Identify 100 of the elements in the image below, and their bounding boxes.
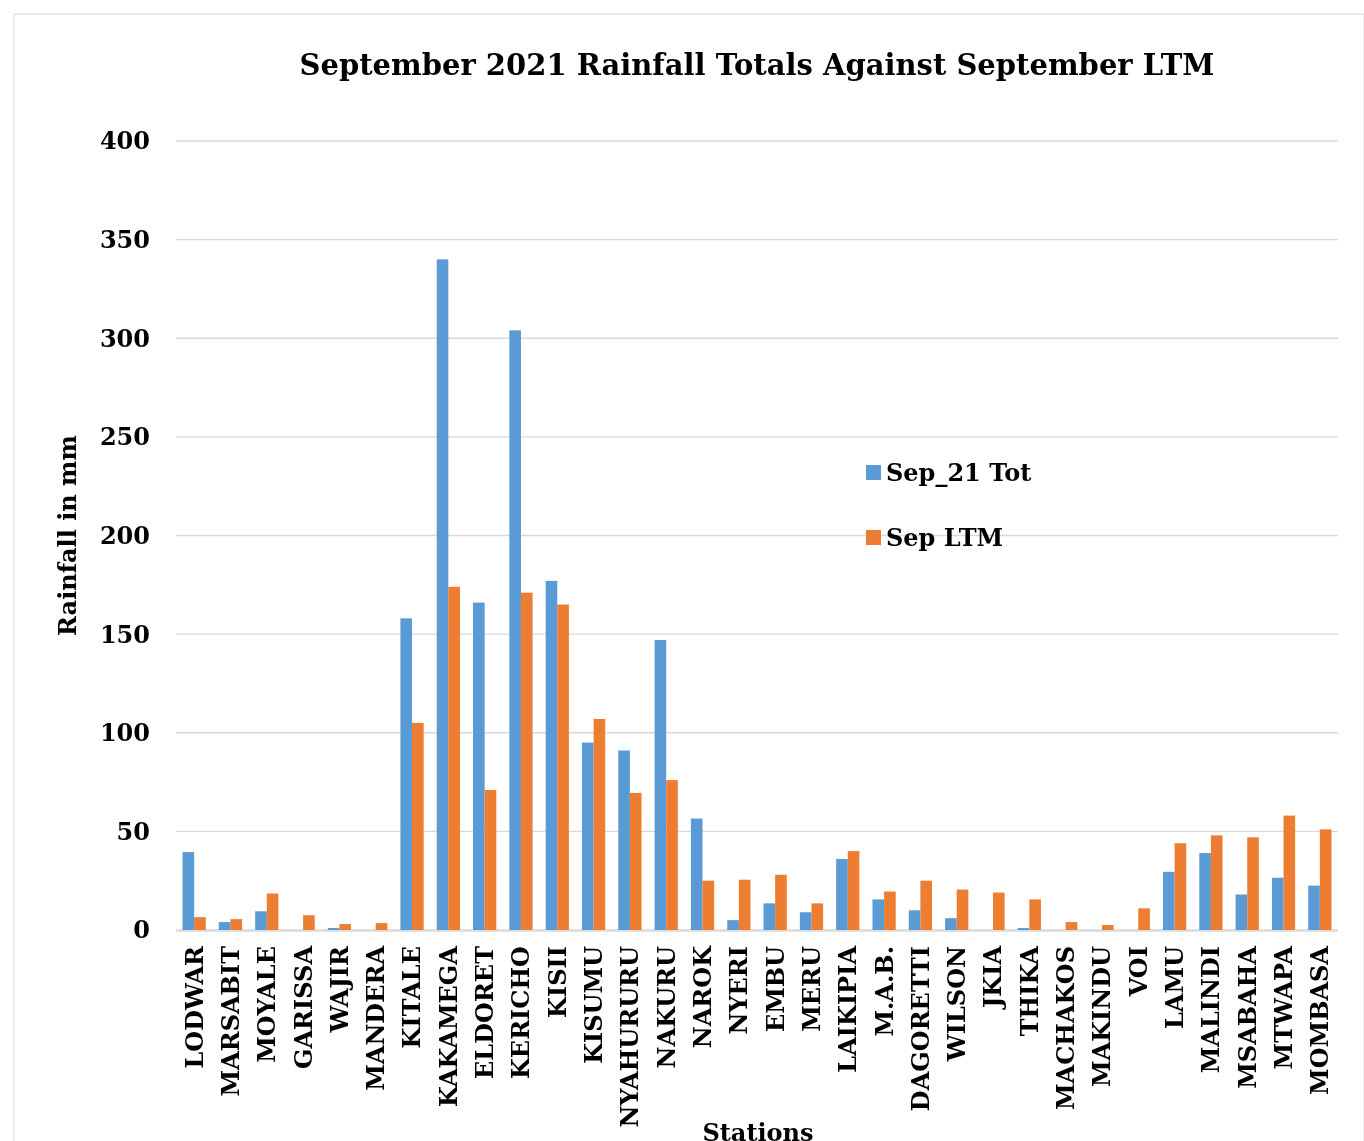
x-tick-label: M.A.B. xyxy=(869,946,899,1037)
bar xyxy=(1319,829,1332,930)
bar xyxy=(811,903,824,930)
y-axis-title: Rainfall in mm xyxy=(53,435,83,636)
bar xyxy=(956,889,969,930)
x-tick-label: ELDORET xyxy=(470,945,500,1079)
x-tick-label: KAKAMEGA xyxy=(433,945,463,1107)
bar xyxy=(266,893,279,930)
bar xyxy=(775,874,787,930)
legend-label: Sep LTM xyxy=(886,523,1004,553)
bar xyxy=(400,618,413,930)
x-tick-label: LAMU xyxy=(1159,945,1189,1029)
bar xyxy=(339,924,352,930)
bar xyxy=(1247,837,1259,930)
bar xyxy=(1101,925,1114,930)
x-tick-label: MTWAPA xyxy=(1268,945,1298,1070)
x-tick-label: LODWAR xyxy=(179,944,209,1069)
bar xyxy=(629,792,642,930)
x-tick-label: NYERI xyxy=(724,946,754,1035)
y-tick-label: 200 xyxy=(99,520,150,550)
x-tick-label: MARSABIT xyxy=(215,945,245,1097)
bar xyxy=(557,604,569,930)
bar xyxy=(436,259,449,930)
bar xyxy=(1138,908,1150,930)
x-tick-label: EMBU xyxy=(760,945,790,1033)
y-tick-label: 150 xyxy=(99,619,150,649)
bar xyxy=(727,920,739,930)
y-tick-label: 300 xyxy=(99,323,150,353)
x-tick-label: MOMBASA xyxy=(1305,945,1335,1095)
y-tick-label: 50 xyxy=(116,816,150,846)
bar xyxy=(738,879,751,930)
bar xyxy=(1210,835,1223,930)
x-tick-label: MANDERA xyxy=(361,945,391,1091)
bar xyxy=(182,852,195,930)
x-tick-label: NAROK xyxy=(687,944,717,1049)
bar xyxy=(473,602,485,930)
bar xyxy=(920,880,933,930)
x-tick-label: VOI xyxy=(1123,946,1153,998)
bar xyxy=(1271,877,1284,930)
bar xyxy=(993,892,1005,930)
x-tick-label: MSABAHA xyxy=(1232,945,1262,1089)
y-tick-label: 400 xyxy=(99,126,150,156)
bar xyxy=(908,910,921,930)
bar xyxy=(1029,899,1041,930)
bar xyxy=(872,899,885,930)
bar xyxy=(412,722,424,930)
x-tick-label: THIKA xyxy=(1014,945,1044,1037)
bar xyxy=(593,718,606,930)
x-tick-label: KISUMU xyxy=(578,945,608,1064)
bar xyxy=(303,915,315,930)
x-tick-label: MACHAKOS xyxy=(1051,946,1081,1111)
x-tick-label: NAKURU xyxy=(651,945,681,1069)
y-tick-label: 250 xyxy=(99,422,150,452)
bar xyxy=(230,919,243,930)
bar xyxy=(218,922,231,930)
y-tick-label: 350 xyxy=(99,225,150,255)
bar xyxy=(690,818,703,930)
x-tick-label: MAKINDU xyxy=(1087,945,1117,1087)
bar xyxy=(1162,871,1175,930)
x-tick-label: WAJIR xyxy=(324,944,354,1034)
x-tick-label: JKIA xyxy=(978,945,1008,1011)
x-tick-label: GARISSA xyxy=(288,945,318,1070)
x-tick-label: KITALE xyxy=(397,946,427,1049)
bar xyxy=(255,911,267,930)
bar xyxy=(545,580,558,930)
x-tick-label: KISII xyxy=(542,946,572,1018)
bar xyxy=(509,330,521,930)
bar xyxy=(836,858,848,930)
bar xyxy=(654,640,667,930)
bar xyxy=(520,592,533,930)
bar xyxy=(702,880,715,930)
bar xyxy=(884,891,896,930)
x-tick-label: MERU xyxy=(796,945,826,1032)
y-tick-label: 0 xyxy=(133,915,150,945)
y-tick-label: 100 xyxy=(99,718,150,748)
bar xyxy=(375,923,388,930)
bar xyxy=(1283,815,1296,930)
bar xyxy=(847,851,860,930)
bar xyxy=(618,750,630,930)
bar xyxy=(1199,853,1211,930)
bar xyxy=(1065,922,1078,930)
x-tick-label: WILSON xyxy=(942,946,972,1063)
bar xyxy=(194,917,206,930)
bar xyxy=(448,586,460,930)
bar xyxy=(799,912,812,930)
bar xyxy=(484,789,497,930)
chart-title: September 2021 Rainfall Totals Against September LTM xyxy=(299,48,1215,82)
bar xyxy=(945,918,957,930)
x-tick-label: NYAHURURU xyxy=(615,945,645,1128)
x-tick-label: MOYALE xyxy=(252,946,282,1063)
x-tick-label: MALINDI xyxy=(1196,946,1226,1074)
x-tick-label: LAIKIPIA xyxy=(833,945,863,1073)
legend-label: Sep_21 Tot xyxy=(886,458,1032,488)
bar xyxy=(1174,843,1187,930)
bar xyxy=(1308,885,1320,930)
bar xyxy=(581,742,594,930)
bar xyxy=(666,780,678,930)
bar xyxy=(1235,894,1248,930)
x-axis-title: Stations xyxy=(702,1118,814,1141)
x-tick-label: DAGORETTI xyxy=(905,946,935,1112)
